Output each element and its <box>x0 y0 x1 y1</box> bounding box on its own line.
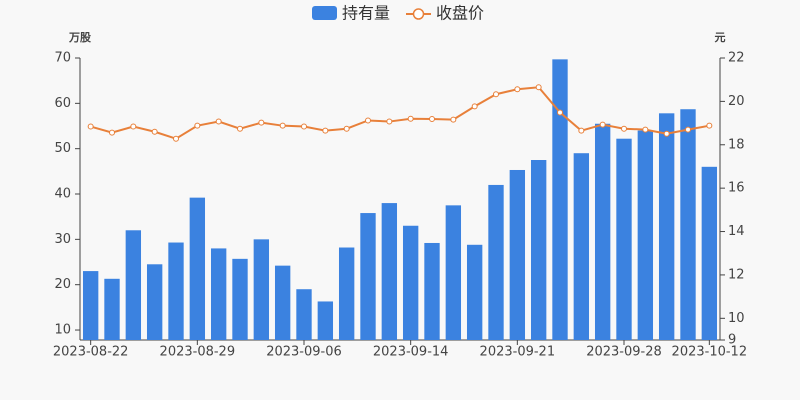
bar <box>594 123 611 340</box>
y2-axis-label: 元 <box>715 31 726 44</box>
y2-tick-label: 14 <box>728 224 745 239</box>
bar <box>104 278 120 340</box>
bar <box>701 166 718 340</box>
line-point <box>386 118 393 125</box>
line-point <box>365 117 371 124</box>
line-point <box>173 135 179 142</box>
bar <box>466 244 483 340</box>
line-point <box>450 116 457 123</box>
y2-tick-label: 22 <box>728 51 745 66</box>
line-point <box>493 91 499 98</box>
x-tick-label: 2023-08-29 <box>160 345 236 360</box>
line-point <box>685 126 691 133</box>
bar <box>189 197 206 340</box>
y2-tick-label: 16 <box>728 181 745 196</box>
bar <box>125 230 142 340</box>
x-tick-label: 2023-09-21 <box>480 345 556 360</box>
x-tick-label: 2023-09-06 <box>266 345 342 360</box>
bar <box>82 271 99 340</box>
y-tick-label: 30 <box>54 232 71 247</box>
bar <box>680 109 696 341</box>
line-point <box>429 115 435 122</box>
line-point <box>151 128 158 135</box>
y-tick-label: 20 <box>54 277 71 292</box>
bar <box>616 138 632 340</box>
y-tick-label: 50 <box>54 141 71 156</box>
bar <box>573 153 590 340</box>
bar <box>552 59 568 340</box>
legend-label: 持有量 <box>342 4 390 23</box>
bar <box>232 258 248 340</box>
y2-tick-label: 12 <box>728 267 745 282</box>
x-tick-label: 2023-08-22 <box>53 345 129 360</box>
bar <box>253 239 270 340</box>
line-point <box>194 122 201 129</box>
legend-swatch <box>412 8 425 20</box>
line-point <box>301 123 307 130</box>
bar <box>317 301 334 340</box>
line-point <box>642 126 649 133</box>
y-tick-label: 60 <box>54 96 71 111</box>
bar <box>658 113 675 341</box>
line-point <box>407 115 414 122</box>
line-point <box>621 125 627 132</box>
bar <box>338 247 355 340</box>
line-point <box>87 123 94 130</box>
bar <box>381 203 398 340</box>
line-point <box>599 121 606 128</box>
line-point <box>471 103 478 110</box>
y2-tick-label: 10 <box>728 311 745 326</box>
bar <box>530 160 547 340</box>
y-tick-label: 10 <box>54 323 71 338</box>
line-point <box>258 119 265 126</box>
line-point <box>237 125 243 132</box>
bar <box>296 289 312 340</box>
bar <box>488 184 504 340</box>
y2-tick-label: 9 <box>728 333 736 348</box>
y2-tick-label: 20 <box>728 94 745 109</box>
bar <box>210 248 227 340</box>
line-point <box>130 123 137 130</box>
bar <box>445 205 462 340</box>
x-tick-label: 2023-09-14 <box>373 345 449 360</box>
y-axis-label: 万股 <box>68 31 92 44</box>
line-point <box>514 86 521 93</box>
line-point <box>279 122 286 129</box>
line-point <box>578 127 585 134</box>
bar <box>424 242 440 340</box>
line-point <box>535 84 542 91</box>
line-point <box>322 127 329 134</box>
bar <box>168 242 184 340</box>
line-point <box>215 118 222 125</box>
x-tick-label: 2023-09-28 <box>586 345 662 360</box>
y2-tick-label: 18 <box>728 137 745 152</box>
bar <box>146 264 163 340</box>
bar <box>402 225 419 340</box>
line-point <box>343 125 350 132</box>
bar <box>274 265 291 340</box>
bar <box>637 130 654 340</box>
legend-swatch <box>312 6 337 20</box>
bar <box>360 213 376 340</box>
bar <box>509 169 526 340</box>
y-tick-label: 40 <box>54 187 71 202</box>
line-point <box>557 109 563 116</box>
line-point <box>109 129 115 136</box>
line <box>90 86 710 140</box>
line-point <box>706 122 713 129</box>
line-point <box>663 130 670 137</box>
legend-label: 收盘价 <box>436 4 484 23</box>
y-tick-label: 70 <box>54 51 71 66</box>
x-tick-label: 2023-10-12 <box>672 345 748 360</box>
